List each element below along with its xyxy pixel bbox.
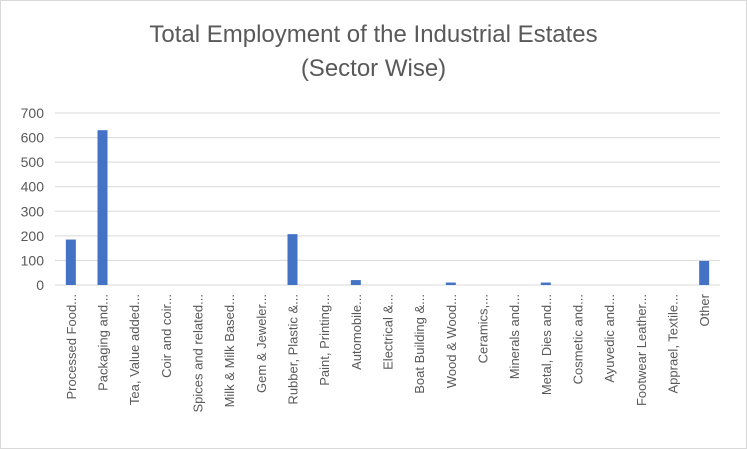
x-tick-label: Gem & Jeweler... [254,294,269,393]
y-tick-label: 600 [21,130,45,146]
bar [350,280,361,285]
x-tick-label: Boat Building &... [412,294,427,394]
y-tick-label: 0 [36,277,44,293]
x-tick-labels: Processed Food... Packaging and... Tea, Va… [64,293,712,412]
gridlines [55,112,720,286]
x-tick-label: Rubber, Plastic &... [286,294,301,405]
bar [699,260,710,285]
y-tick-label: 700 [21,105,45,121]
bar [97,130,108,285]
x-tick-label: Footwear Leather... [634,294,649,406]
x-tick-label: Packaging and... [96,294,111,391]
chart-subtitle: (Sector Wise) [300,55,447,82]
bar [445,282,456,285]
y-tick-label: 300 [21,203,45,219]
x-tick-label: Processed Food... [64,294,79,400]
x-tick-label: Minerals and... [507,294,522,379]
x-tick-label: Cosmetic and... [571,294,586,384]
chart-title: Total Employment of the Industrial Estat… [0,18,747,86]
bar [540,282,551,285]
y-tick-label: 100 [21,252,45,268]
y-tick-label: 200 [21,228,45,244]
x-tick-label: Wood & Wood... [444,294,459,388]
x-tick-label: Apprael, Textile... [666,294,681,393]
x-tick-label: Electrical &... [381,294,396,370]
x-tick-label: Coir and coir... [159,294,174,378]
y-tick-label: 400 [21,179,45,195]
bar [287,234,298,285]
x-tick-label: Milk & Milk Based... [222,294,237,407]
x-tick-label: Ceramics,... [476,294,491,363]
y-tick-labels: 0 100 200 300 400 500 600 700 [21,105,45,293]
bars [65,130,710,285]
x-tick-label: Spices and related... [191,294,206,413]
bar [65,239,76,285]
y-tick-label: 500 [21,154,45,170]
x-tick-label: Tea, Value added... [127,294,142,405]
x-tick-label: Metal, Dies and... [539,294,554,395]
x-tick-label: Automobile... [349,294,364,370]
x-tick-label: Paint, Printing... [317,294,332,386]
chart-title-line1: Total Employment of the Industrial Estat… [149,21,598,48]
x-tick-label: Ayuvedic and... [602,294,617,383]
x-tick-label: Other [697,293,712,326]
